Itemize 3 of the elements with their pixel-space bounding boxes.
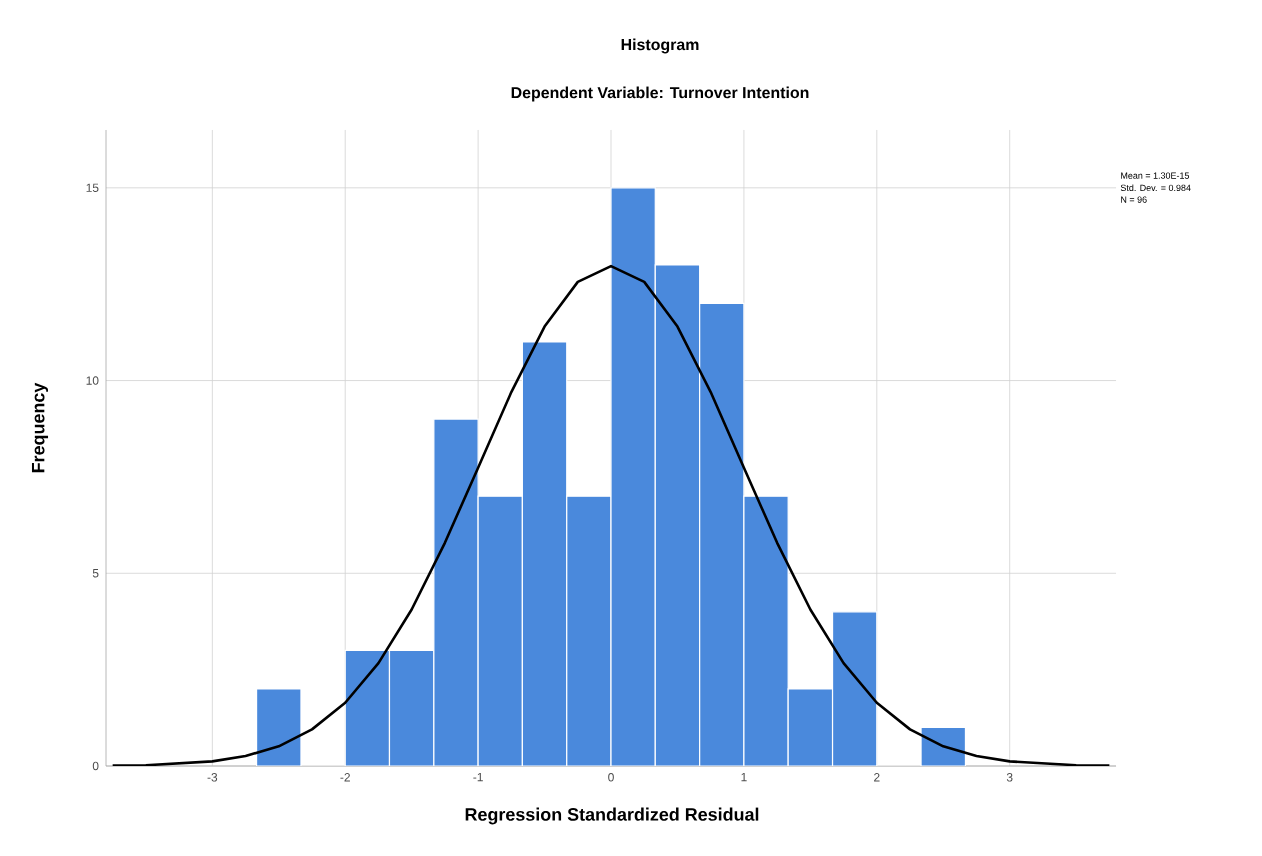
- line-series: [111, 264, 1111, 766]
- x-axis-title: Regression Standardized Residual: [465, 807, 759, 825]
- y-axis-title: Frequency: [31, 382, 49, 473]
